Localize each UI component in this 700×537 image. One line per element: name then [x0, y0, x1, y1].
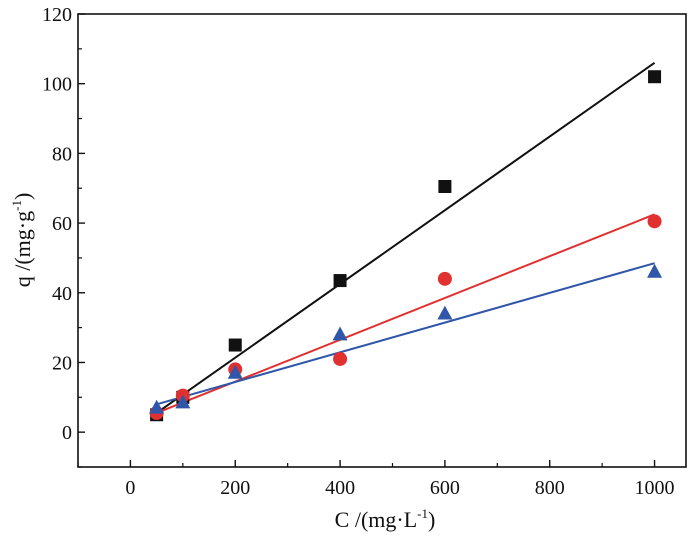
x-tick-label: 200 — [220, 477, 250, 499]
y-tick-label: 60 — [52, 213, 72, 235]
x-tick-label: 0 — [125, 477, 135, 499]
y-axis: 0 20 40 60 80 100 120 — [42, 4, 85, 468]
series-3-point — [332, 326, 348, 341]
y-tick-label: 120 — [42, 4, 72, 26]
y-axis-title: q /(mg·g-1) — [9, 193, 35, 288]
y-tick-label: 20 — [52, 352, 72, 374]
x-tick-label: 400 — [325, 477, 355, 499]
series-1-point — [228, 338, 242, 352]
y-tick-label: 40 — [52, 283, 72, 305]
series-1-fit-line — [156, 61, 656, 414]
x-axis: 0 200 400 600 800 1000 — [77, 460, 675, 499]
y-tick-label: 80 — [52, 143, 72, 165]
plot-frame — [77, 13, 687, 468]
series-2-point — [333, 351, 348, 366]
series-3-point — [149, 399, 165, 414]
x-tick-label: 800 — [535, 477, 565, 499]
fit-lines — [156, 61, 656, 414]
series-3-point — [437, 305, 453, 320]
series-3-fit-line — [156, 262, 655, 406]
series-2-point — [647, 214, 662, 229]
series-1-point — [438, 179, 452, 193]
series-1-point — [333, 274, 347, 288]
x-tick-label: 1000 — [635, 477, 675, 499]
data-markers — [149, 70, 663, 422]
y-tick-label: 0 — [62, 422, 72, 444]
series-2-point — [437, 271, 452, 286]
series-1-point — [648, 70, 662, 84]
y-tick-label: 100 — [42, 74, 72, 96]
series-3-point — [175, 394, 191, 409]
series-3-point — [647, 263, 663, 278]
x-tick-label: 600 — [430, 477, 460, 499]
x-axis-title: C /(mg·L-1) — [335, 506, 436, 532]
series-3-point — [227, 364, 243, 379]
